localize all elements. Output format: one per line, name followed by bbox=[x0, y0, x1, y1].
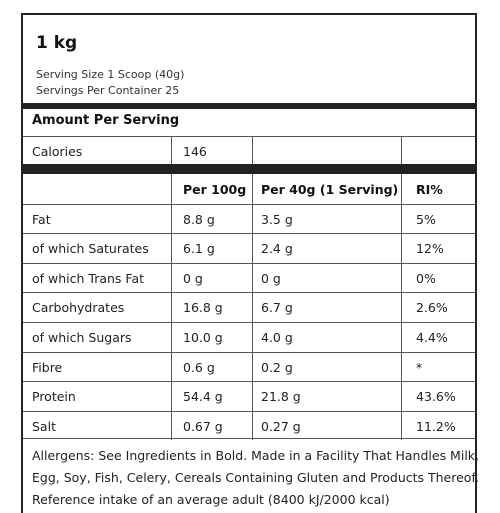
nutrient-per-100g: 0 g bbox=[183, 270, 203, 286]
row-divider bbox=[23, 351, 475, 353]
column-divider bbox=[401, 136, 402, 164]
nutrient-ri: 12% bbox=[416, 241, 444, 257]
thick-divider bbox=[23, 103, 475, 109]
nutrient-per-100g: 16.8 g bbox=[183, 300, 223, 316]
calories-value: 146 bbox=[183, 144, 207, 159]
nutrition-label: 1 kg Serving Size 1 Scoop (40g) Servings… bbox=[21, 13, 480, 513]
nutrient-per-serving: 2.4 g bbox=[261, 241, 293, 257]
serving-size: Serving Size 1 Scoop (40g) bbox=[36, 68, 185, 81]
divider bbox=[23, 438, 475, 439]
row-divider bbox=[23, 410, 475, 412]
column-divider bbox=[401, 174, 402, 441]
nutrient-per-100g: 0.67 g bbox=[183, 418, 223, 434]
nutrient-ri: 2.6% bbox=[416, 300, 448, 316]
nutrient-per-100g: 10.0 g bbox=[183, 330, 223, 345]
amount-per-serving: Amount Per Serving bbox=[32, 113, 180, 128]
nutrient-per-100g: 54.4 g bbox=[183, 389, 223, 405]
column-divider bbox=[171, 136, 172, 164]
row-divider bbox=[23, 322, 475, 323]
nutrient-ri: 5% bbox=[416, 211, 436, 227]
nutrient-name: of which Saturates bbox=[32, 241, 149, 257]
column-header-per-100g: Per 100g bbox=[183, 182, 247, 197]
thick-divider bbox=[23, 164, 475, 174]
nutrient-name: Protein bbox=[32, 389, 76, 405]
nutrient-per-serving: 0 g bbox=[261, 270, 281, 286]
allergen-line: Allergens: See Ingredients in Bold. Made… bbox=[32, 448, 480, 463]
calories-label: Calories bbox=[32, 144, 83, 159]
nutrient-ri: 43.6% bbox=[416, 389, 456, 405]
nutrient-name: of which Trans Fat bbox=[32, 270, 145, 286]
row-divider bbox=[23, 292, 475, 294]
row-divider bbox=[23, 233, 475, 235]
allergen-line: Egg, Soy, Fish, Celery, Cereals Containi… bbox=[32, 470, 479, 485]
nutrient-name: Carbohydrates bbox=[32, 300, 125, 316]
nutrient-per-serving: 3.5 g bbox=[261, 211, 293, 227]
row-divider bbox=[23, 381, 475, 383]
nutrient-ri: 4.4% bbox=[416, 330, 448, 345]
nutrient-per-serving: 6.7 g bbox=[261, 300, 293, 316]
nutrient-per-serving: 21.8 g bbox=[261, 389, 301, 405]
nutrient-per-100g: 6.1 g bbox=[183, 241, 215, 257]
nutrient-name: Fat bbox=[32, 211, 51, 227]
nutrient-per-serving: 4.0 g bbox=[261, 330, 293, 345]
nutrient-ri: 0% bbox=[416, 270, 436, 286]
pack-size: 1 kg bbox=[36, 33, 78, 53]
nutrient-ri: 11.2% bbox=[416, 418, 456, 434]
divider bbox=[23, 136, 475, 137]
nutrient-per-serving: 0.2 g bbox=[261, 359, 293, 375]
column-divider bbox=[171, 174, 172, 441]
nutrient-name: Salt bbox=[32, 418, 56, 434]
nutrient-name: Fibre bbox=[32, 359, 63, 375]
column-header-per-serving: Per 40g (1 Serving) bbox=[261, 182, 399, 197]
column-header-ri: RI% bbox=[416, 182, 443, 197]
nutrient-per-100g: 0.6 g bbox=[183, 359, 215, 375]
column-divider bbox=[252, 136, 253, 164]
row-divider bbox=[23, 262, 475, 264]
servings-per-container: Servings Per Container 25 bbox=[36, 84, 180, 97]
nutrient-name: of which Sugars bbox=[32, 330, 132, 345]
nutrient-ri: * bbox=[416, 359, 423, 375]
nutrient-per-serving: 0.27 g bbox=[261, 418, 301, 434]
column-divider bbox=[252, 174, 253, 441]
nutrient-per-100g: 8.8 g bbox=[183, 211, 215, 227]
row-divider bbox=[23, 203, 475, 205]
